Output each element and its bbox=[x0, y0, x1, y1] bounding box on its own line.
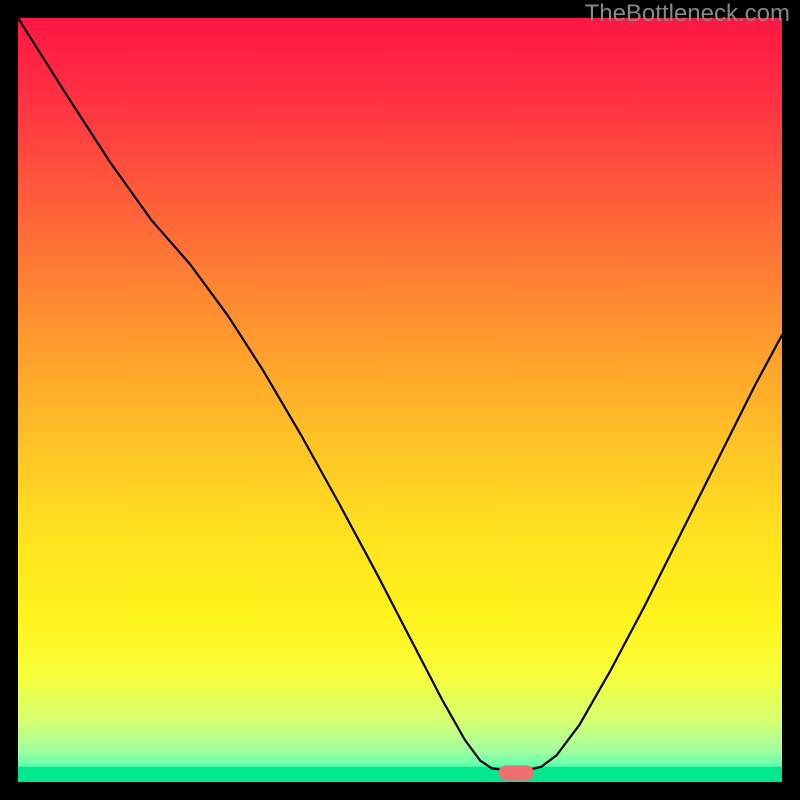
chart-svg bbox=[18, 18, 782, 782]
watermark-text: TheBottleneck.com bbox=[585, 0, 790, 28]
chart-plot-area bbox=[18, 18, 782, 782]
chart-background bbox=[18, 18, 782, 782]
chart-baseline-band bbox=[18, 767, 782, 782]
optimal-marker bbox=[499, 765, 534, 780]
